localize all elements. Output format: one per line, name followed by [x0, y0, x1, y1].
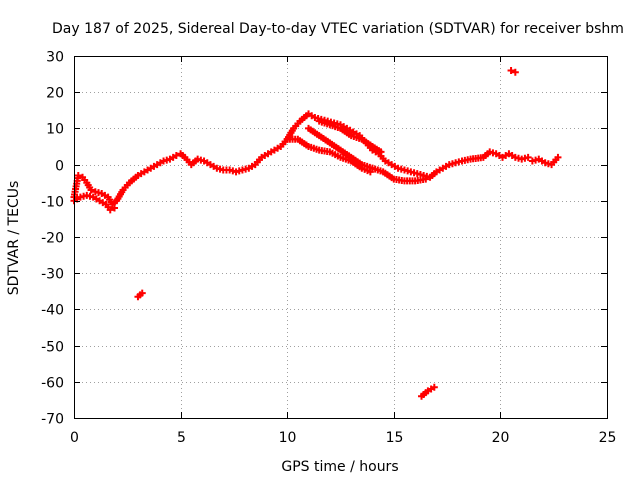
x-tick-label: 25	[599, 430, 617, 446]
data-point	[172, 152, 180, 160]
y-tick-label: 30	[46, 50, 64, 66]
data-point	[507, 66, 515, 74]
y-tick-label: 10	[46, 122, 64, 138]
series-lower-branch-3	[305, 124, 376, 172]
grid-lines	[74, 56, 607, 418]
data-point	[430, 383, 438, 391]
data-point	[74, 171, 82, 179]
x-tick-label: 20	[492, 430, 510, 446]
y-tick-label: -70	[41, 412, 64, 428]
series-lower-branch-5	[368, 164, 430, 185]
y-tick-label: -60	[41, 376, 64, 392]
axis-ticks: 0 5 10 15 20 25 30 20 10 0 -10 -20 -30 -40 -50 -60 -70	[41, 50, 616, 447]
y-tick-label: -10	[41, 195, 64, 211]
data-point	[111, 204, 119, 212]
x-tick-label: 15	[386, 430, 404, 446]
series-late-segment	[528, 153, 562, 169]
y-tick-label: -50	[41, 340, 64, 356]
y-tick-label: -40	[41, 303, 64, 319]
x-tick-label: 10	[279, 430, 297, 446]
chart-title: Day 187 of 2025, Sidereal Day-to-day VTE…	[52, 21, 624, 37]
data-point	[138, 289, 146, 297]
data-point	[106, 206, 114, 214]
data-point	[422, 175, 430, 183]
y-tick-label: 0	[55, 159, 64, 175]
data-marks	[70, 66, 562, 400]
series-outlier-high	[507, 66, 519, 76]
data-point	[87, 186, 95, 194]
series-outlier-mid	[134, 289, 146, 301]
x-tick-label: 5	[177, 430, 186, 446]
y-tick-label: -20	[41, 231, 64, 247]
y-tick-label: 20	[46, 86, 64, 102]
x-axis-label: GPS time / hours	[281, 459, 398, 475]
x-tick-label: 0	[70, 430, 79, 446]
y-axis-label: SDTVAR / TECUs	[6, 181, 22, 296]
data-point	[554, 153, 562, 161]
data-point	[524, 153, 532, 161]
series-lower-branch-1	[70, 191, 119, 214]
series-outlier-low	[418, 383, 438, 400]
y-tick-label: -30	[41, 267, 64, 283]
series-main-track	[70, 110, 532, 208]
series-lower-branch-2	[283, 135, 374, 176]
data-point	[377, 148, 385, 156]
data-point	[511, 68, 519, 76]
series-upper-branch-4	[315, 117, 385, 156]
